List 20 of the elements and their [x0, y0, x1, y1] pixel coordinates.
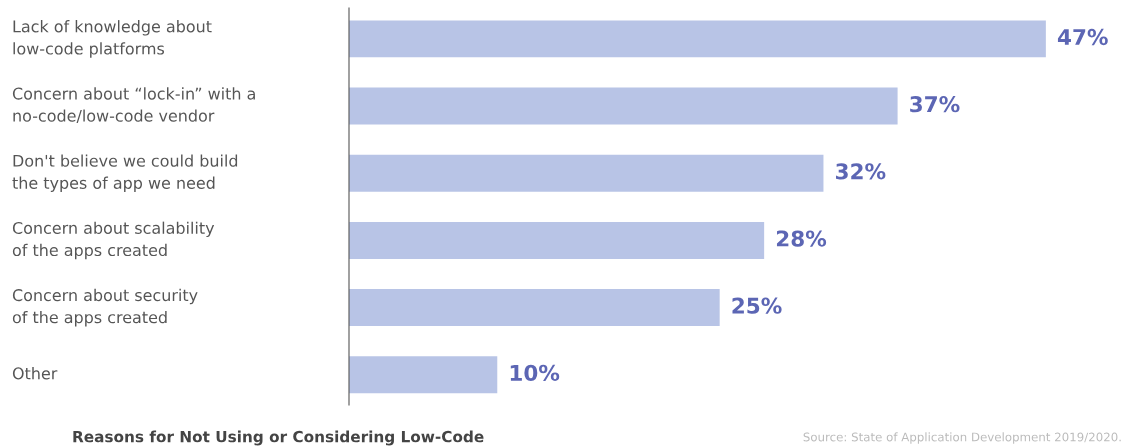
source-note: Source: State of Application Development 2019/2020.	[803, 432, 1121, 444]
y-tick-label: Concern about scalability of the apps created	[12, 221, 215, 260]
data-label: 25%	[732, 297, 782, 314]
y-tick-label: Other	[12, 367, 58, 380]
y-tick-label: Concern about security of the apps created	[12, 288, 198, 327]
y-tick-label: Don't believe we could build the types of app we need	[12, 154, 238, 193]
text: Reasons for Not Using or Considering Low-Code	[73, 430, 484, 446]
bar	[349, 20, 1046, 58]
bar	[349, 221, 765, 259]
data-label: 32%	[836, 163, 886, 180]
bar	[349, 154, 824, 192]
y-tick-label: Concern about “lock-in” with a no-code/low-code vendor	[12, 87, 255, 124]
bar	[349, 289, 720, 327]
data-label: 37%	[910, 96, 960, 113]
y-tick-label: Lack of knowledge about low-code platforms	[13, 20, 212, 58]
bar	[349, 87, 898, 125]
bar	[349, 356, 498, 394]
data-label: 10%	[510, 364, 560, 382]
data-label: 47%	[1057, 28, 1108, 46]
data-label: 28%	[776, 230, 827, 247]
